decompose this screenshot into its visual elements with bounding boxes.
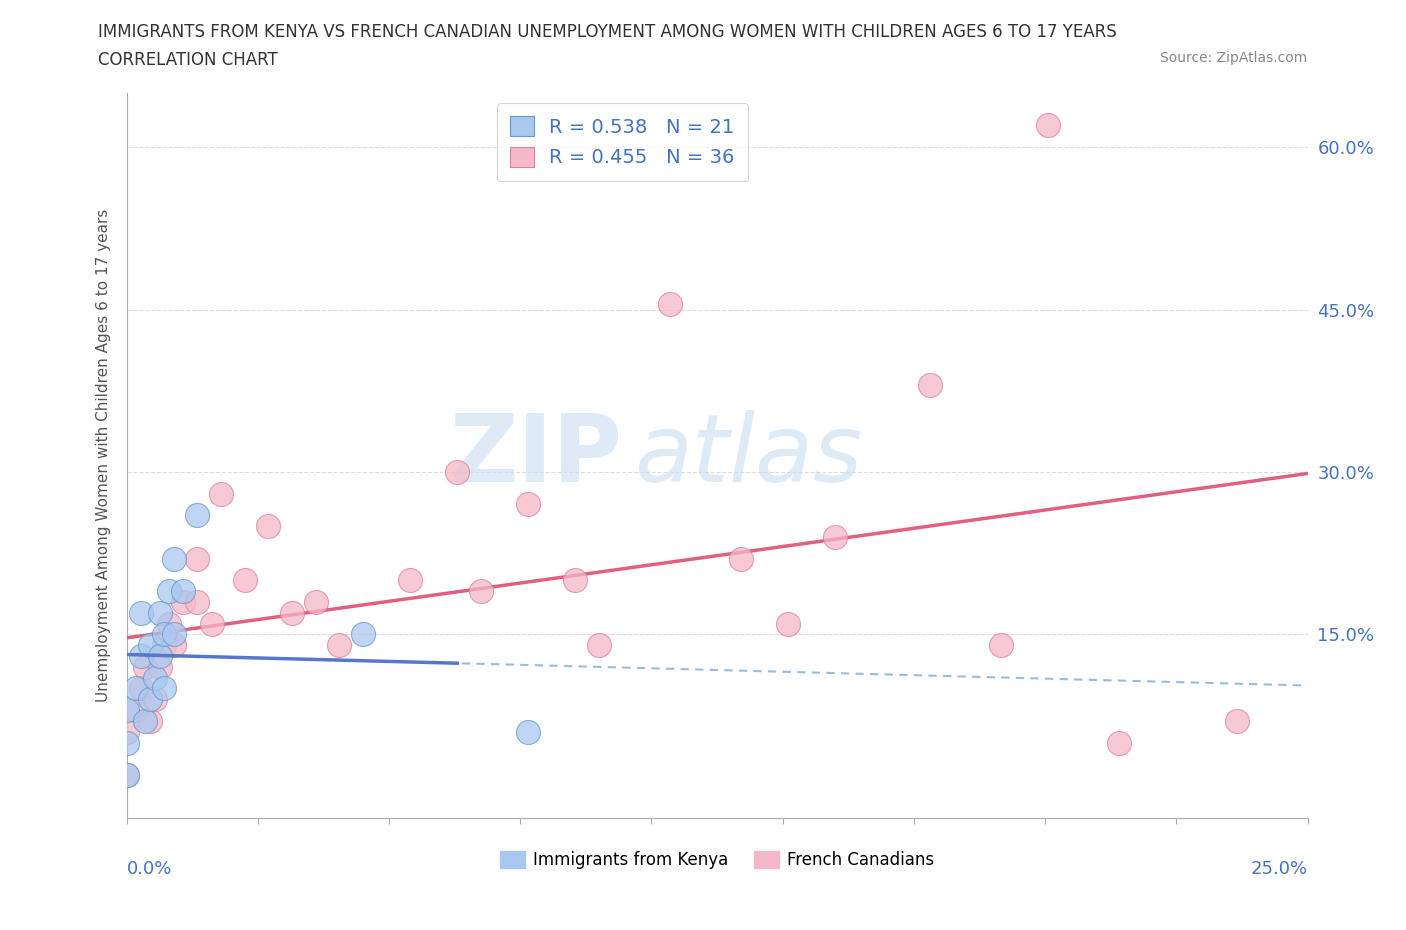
- Y-axis label: Unemployment Among Women with Children Ages 6 to 17 years: Unemployment Among Women with Children A…: [96, 209, 111, 702]
- Point: [129, 605, 152, 620]
- Point: [115, 767, 138, 782]
- Point: [730, 551, 752, 566]
- Text: IMMIGRANTS FROM KENYA VS FRENCH CANADIAN UNEMPLOYMENT AMONG WOMEN WITH CHILDREN : IMMIGRANTS FROM KENYA VS FRENCH CANADIAN…: [98, 23, 1118, 41]
- Point: [149, 659, 172, 674]
- Point: [990, 638, 1012, 653]
- Point: [157, 616, 180, 631]
- Point: [517, 497, 540, 512]
- Point: [153, 681, 176, 696]
- Point: [149, 605, 172, 620]
- Point: [143, 692, 166, 707]
- Point: [233, 573, 256, 588]
- Point: [163, 638, 186, 653]
- Point: [139, 692, 162, 707]
- Point: [134, 713, 156, 728]
- Text: ZIP: ZIP: [450, 410, 623, 501]
- Point: [129, 681, 152, 696]
- Point: [918, 378, 941, 392]
- Point: [163, 551, 186, 566]
- Point: [172, 584, 194, 599]
- Point: [115, 767, 138, 782]
- Point: [328, 638, 350, 653]
- Point: [257, 519, 280, 534]
- Point: [824, 529, 846, 544]
- Text: atlas: atlas: [634, 410, 863, 501]
- Text: 25.0%: 25.0%: [1250, 860, 1308, 878]
- Point: [304, 594, 326, 609]
- Point: [139, 713, 162, 728]
- Point: [157, 584, 180, 599]
- Point: [564, 573, 586, 588]
- Point: [139, 638, 162, 653]
- Point: [163, 627, 186, 642]
- Point: [134, 659, 156, 674]
- Point: [115, 724, 138, 739]
- Point: [352, 627, 374, 642]
- Point: [115, 703, 138, 718]
- Point: [470, 584, 492, 599]
- Legend: Immigrants from Kenya, French Canadians: Immigrants from Kenya, French Canadians: [494, 844, 941, 875]
- Point: [658, 297, 681, 312]
- Point: [776, 616, 799, 631]
- Point: [172, 594, 194, 609]
- Point: [129, 648, 152, 663]
- Point: [200, 616, 222, 631]
- Point: [517, 724, 540, 739]
- Point: [588, 638, 610, 653]
- Point: [281, 605, 304, 620]
- Point: [143, 671, 166, 685]
- Point: [115, 736, 138, 751]
- Text: CORRELATION CHART: CORRELATION CHART: [98, 51, 278, 69]
- Point: [186, 508, 208, 523]
- Point: [149, 648, 172, 663]
- Point: [446, 464, 468, 479]
- Point: [399, 573, 422, 588]
- Point: [153, 627, 176, 642]
- Point: [1226, 713, 1249, 728]
- Point: [186, 594, 208, 609]
- Point: [209, 486, 232, 501]
- Point: [153, 638, 176, 653]
- Point: [186, 551, 208, 566]
- Point: [125, 703, 148, 718]
- Point: [125, 681, 148, 696]
- Point: [1108, 736, 1130, 751]
- Text: Source: ZipAtlas.com: Source: ZipAtlas.com: [1160, 51, 1308, 65]
- Text: 0.0%: 0.0%: [127, 860, 172, 878]
- Point: [1036, 118, 1059, 133]
